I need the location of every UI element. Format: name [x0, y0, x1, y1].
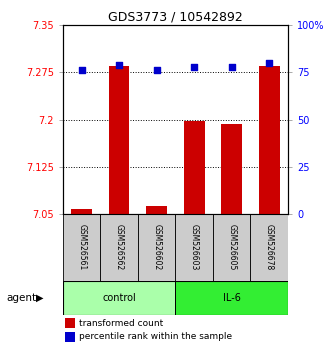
Bar	[213, 215, 251, 281]
Point	[192, 64, 197, 69]
Text: GSM526562: GSM526562	[115, 224, 124, 271]
Bar	[63, 281, 175, 315]
Text: transformed count: transformed count	[79, 319, 163, 328]
Bar	[251, 215, 288, 281]
Point	[266, 60, 272, 65]
Bar	[100, 215, 138, 281]
Bar	[109, 66, 129, 215]
Bar	[138, 215, 175, 281]
Bar	[175, 215, 213, 281]
Bar	[65, 332, 75, 342]
Text: GSM526678: GSM526678	[265, 224, 274, 271]
Text: IL-6: IL-6	[223, 293, 241, 303]
Text: GSM526603: GSM526603	[190, 224, 199, 271]
Point	[229, 64, 234, 69]
Text: control: control	[102, 293, 136, 303]
Bar	[175, 281, 288, 315]
Text: percentile rank within the sample: percentile rank within the sample	[79, 332, 232, 342]
Bar	[71, 209, 92, 215]
Text: GSM526605: GSM526605	[227, 224, 236, 271]
Bar	[259, 66, 279, 215]
Text: agent: agent	[7, 293, 37, 303]
Bar	[184, 121, 205, 215]
Text: ▶: ▶	[36, 293, 44, 303]
Bar	[146, 206, 167, 215]
Bar	[63, 215, 100, 281]
Point	[117, 62, 122, 67]
Point	[154, 68, 159, 73]
Point	[79, 68, 84, 73]
Bar	[221, 124, 242, 215]
Bar	[65, 319, 75, 329]
Text: GSM526561: GSM526561	[77, 224, 86, 271]
Title: GDS3773 / 10542892: GDS3773 / 10542892	[108, 11, 243, 24]
Text: GSM526602: GSM526602	[152, 224, 161, 271]
